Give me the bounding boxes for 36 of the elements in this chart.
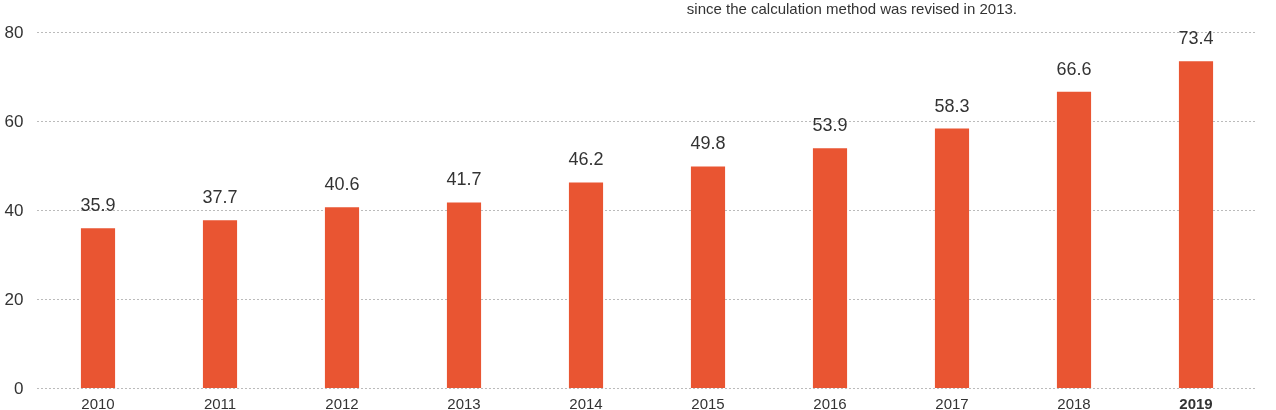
data-label: 35.9 [80, 195, 116, 216]
data-label: 46.2 [568, 149, 604, 170]
bar [202, 220, 238, 388]
x-tick-label: 2018 [1057, 394, 1091, 410]
bar [1056, 91, 1092, 388]
data-label: 49.8 [690, 133, 726, 154]
bar [934, 128, 970, 388]
bar [324, 207, 360, 388]
x-tick-label: 2015 [691, 394, 725, 410]
x-tick-label: 2011 [203, 394, 237, 410]
y-tick-label: 20 [4, 289, 24, 309]
bar [690, 166, 726, 388]
x-tick-label: 2010 [81, 394, 115, 410]
bar [446, 202, 482, 388]
data-label: 58.3 [934, 95, 970, 116]
data-label: 40.6 [324, 174, 360, 195]
bar [812, 148, 848, 388]
data-label: 41.7 [446, 169, 482, 190]
x-tick-label: 2013 [447, 394, 481, 410]
data-label: 37.7 [202, 187, 238, 208]
y-tick-label: 60 [4, 111, 24, 131]
x-tick-label: 2012 [325, 394, 359, 410]
x-tick-label: 2016 [813, 394, 847, 410]
data-label: 53.9 [812, 115, 848, 136]
y-tick-label: 80 [4, 22, 24, 42]
y-tick-label: 0 [14, 378, 24, 398]
bar [80, 228, 116, 388]
text: since the calculation method was revised in 2013. [686, 0, 1017, 17]
x-tick-label: 2019 [1179, 394, 1213, 410]
y-tick-label: 40 [4, 200, 24, 220]
bar [1178, 61, 1214, 388]
bar [568, 182, 604, 388]
x-tick-label: 2014 [569, 394, 603, 410]
x-tick-label: 2017 [935, 394, 969, 410]
data-label: 66.6 [1056, 58, 1092, 79]
data-label: 73.4 [1178, 28, 1214, 49]
